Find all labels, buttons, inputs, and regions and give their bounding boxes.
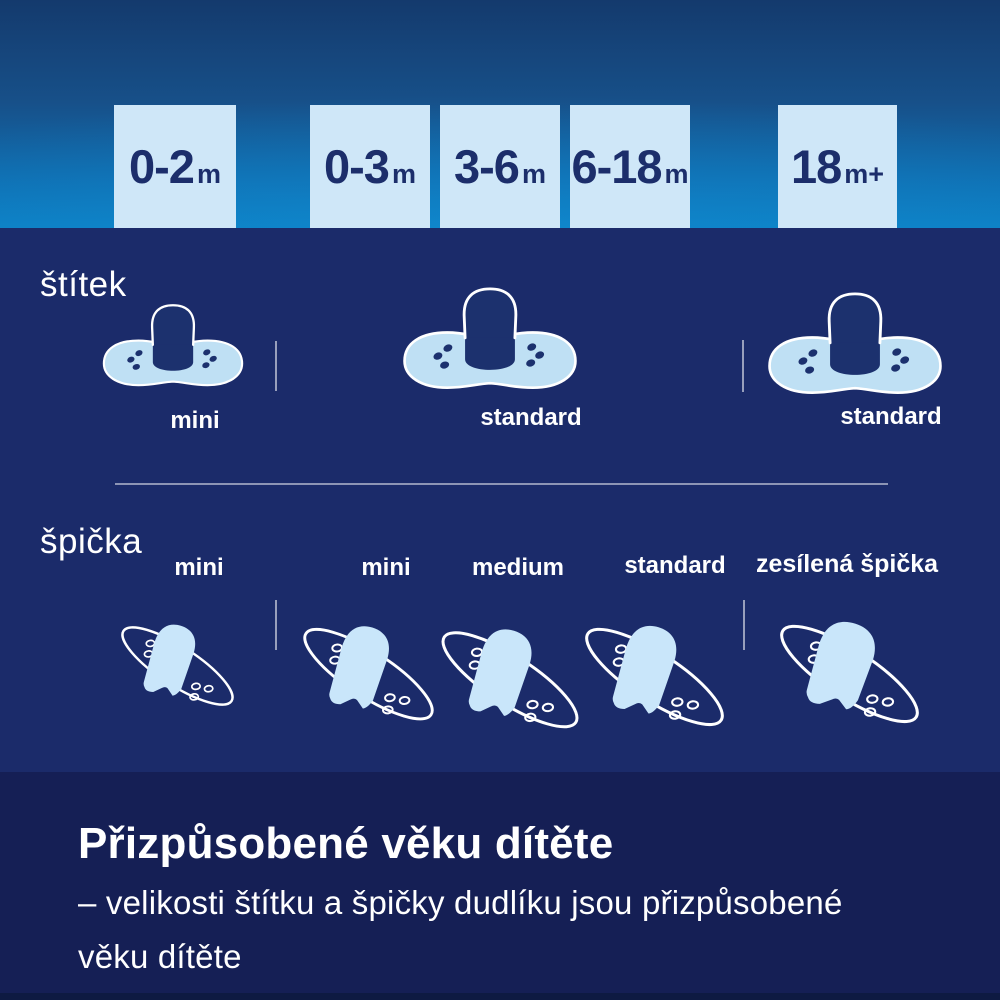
vertical-divider: [275, 341, 277, 391]
age-range-unit: m: [664, 159, 689, 189]
pacifier-shield-icon: [403, 287, 577, 390]
age-range-box: 0-3 m: [310, 105, 430, 228]
teat-size-label: medium: [471, 554, 565, 581]
age-range-unit: m+: [844, 159, 885, 189]
pacifier-shield-icon: [768, 292, 942, 395]
age-range-unit: m: [196, 159, 221, 189]
shield-section-heading: štítek: [40, 265, 127, 304]
pacifier-teat-thick-icon: [750, 579, 949, 743]
age-range-value: 0-2: [129, 140, 195, 193]
age-range-box: 6-18 m: [570, 105, 690, 228]
teat-section-heading: špička: [40, 522, 143, 561]
vertical-divider: [743, 600, 745, 650]
shield-size-label: standard: [840, 403, 942, 430]
vertical-divider: [275, 600, 277, 650]
pacifier-teat-icon: [97, 589, 258, 722]
footer-title: Přizpůsobené věku dítěte: [78, 819, 614, 868]
vertical-divider: [742, 340, 744, 392]
teat-size-label: zesílená špička: [755, 550, 939, 578]
shield-size-label: standard: [480, 404, 582, 431]
teat-size-label: standard: [624, 552, 726, 579]
footer-panel: [0, 772, 1000, 1000]
pacifier-teat-icon: [555, 582, 754, 746]
age-range-unit: m: [391, 159, 416, 189]
footer-description-line1: – velikosti štítku a špičky dudlíku jsou…: [78, 884, 843, 921]
age-range-value: 18: [790, 140, 842, 193]
teat-size-label: mini: [361, 554, 411, 581]
shield-size-label: mini: [170, 407, 220, 434]
age-range-box: 18 m+: [778, 105, 897, 228]
age-range-unit: m: [521, 159, 546, 189]
age-range-box: 0-2 m: [114, 105, 236, 228]
age-range-value: 3-6: [454, 140, 520, 193]
teat-size-label: mini: [174, 554, 224, 581]
age-range-value: 0-3: [324, 140, 390, 193]
age-range-value: 6-18: [571, 140, 662, 193]
section-divider-line: [115, 483, 888, 485]
bottom-edge-strip: [0, 993, 1000, 1000]
age-range-box: 3-6 m: [440, 105, 560, 228]
pacifier-shield-icon: [102, 304, 244, 387]
footer-description-line2: věku dítěte: [78, 938, 242, 975]
